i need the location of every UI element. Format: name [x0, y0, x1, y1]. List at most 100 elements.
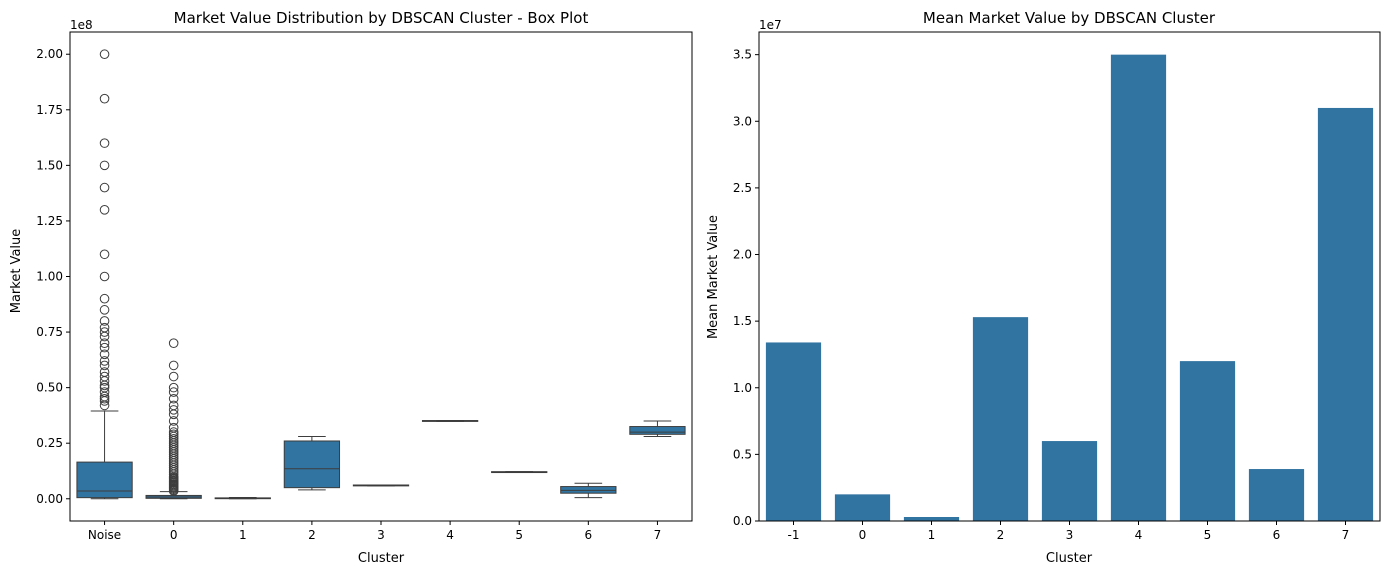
y-tick-label: 2.0: [733, 248, 752, 262]
box-plot-offset-label: 1e8: [70, 18, 93, 32]
box-outlier: [99, 249, 110, 260]
box-outlier: [168, 371, 179, 382]
bar-chart-y-axis-label: Mean Market Value: [706, 215, 721, 339]
y-tick-label: 1.75: [36, 103, 63, 117]
box-plot-y-axis-label: Market Value: [9, 229, 24, 314]
box-outlier: [168, 387, 179, 397]
box-outlier: [99, 360, 110, 371]
bar: [1248, 469, 1305, 521]
box-outlier: [99, 327, 110, 337]
y-tick-label: 1.5: [733, 314, 752, 328]
box-outlier: [99, 138, 110, 148]
box-outlier: [168, 433, 179, 444]
x-tick-label: 2: [997, 528, 1005, 542]
box-outlier: [99, 182, 110, 193]
y-tick-label: 0.00: [36, 492, 63, 506]
x-tick-label: 0: [859, 528, 867, 542]
x-tick-label: 0: [170, 528, 178, 542]
box-outlier: [99, 305, 110, 315]
box-outlier: [99, 342, 110, 353]
bar: [1110, 54, 1167, 522]
box-outlier: [168, 429, 179, 440]
box-outlier: [168, 400, 179, 411]
box-outlier: [99, 93, 110, 104]
box-plot-x-axis-label: Cluster: [358, 551, 405, 566]
box-outlier: [99, 382, 110, 393]
y-tick-label: 2.00: [36, 47, 63, 61]
y-tick-label: 0.75: [36, 325, 63, 339]
x-tick-label: Noise: [88, 528, 121, 542]
box-outlier: [99, 322, 110, 333]
y-tick-label: 2.5: [733, 181, 752, 195]
box-outlier: [99, 160, 110, 171]
x-tick-label: 4: [446, 528, 454, 542]
x-tick-label: 6: [585, 528, 593, 542]
y-tick-label: 0.5: [733, 447, 752, 461]
box-outlier: [99, 338, 110, 348]
box-outlier: [99, 387, 110, 397]
box-plot-marks: [76, 49, 686, 500]
box-iqr: [629, 426, 686, 435]
box-iqr: [283, 440, 341, 489]
bar: [834, 494, 891, 521]
y-tick-label: 1.0: [733, 381, 752, 395]
bar-chart: Mean Market Value by DBSCAN Cluster 1e7 …: [706, 9, 1381, 566]
x-tick-label: 1: [239, 528, 247, 542]
box-outlier: [99, 271, 110, 282]
box-outlier: [99, 371, 110, 382]
bar: [903, 517, 960, 521]
box-outlier: [99, 316, 110, 326]
box-outlier: [99, 393, 110, 404]
box-outlier: [168, 416, 179, 426]
bar-chart-frame: [758, 31, 1381, 522]
bar-chart-marks: [765, 54, 1374, 522]
box-outlier: [168, 338, 179, 348]
x-tick-label: 3: [377, 528, 385, 542]
y-tick-label: 0.0: [733, 514, 752, 528]
x-tick-label: 7: [654, 528, 662, 542]
bar: [1317, 107, 1374, 521]
x-tick-label: -1: [788, 528, 800, 542]
bar-chart-x-axis-label: Cluster: [1046, 551, 1093, 566]
y-tick-label: 1.25: [36, 214, 63, 228]
bar: [765, 342, 822, 521]
box-outlier: [168, 382, 179, 393]
bar-chart-ticks: 0.0 0.5 1.0 1.5 2.0 2.5 3.0 3.5 -1 0 1 2 3 4 5 6 7: [733, 48, 1349, 542]
x-tick-label: 5: [515, 528, 523, 542]
box-plot-ticks: 0.00 0.25 0.50 0.75 1.00 1.25 1.50 1.75 2.00 Nois…: [36, 47, 661, 542]
y-tick-label: 0.50: [36, 381, 63, 395]
box-outlier: [168, 422, 179, 433]
y-tick-label: 3.5: [733, 48, 752, 62]
box-plot-chart: Market Value Distribution by DBSCAN Clus…: [9, 9, 693, 566]
box-outlier: [99, 49, 110, 60]
x-tick-label: 1: [928, 528, 936, 542]
box-outlier: [99, 367, 110, 377]
x-tick-label: 2: [308, 528, 316, 542]
box-outlier: [99, 356, 110, 366]
box-plot-frame: [69, 31, 693, 522]
x-tick-label: 3: [1066, 528, 1074, 542]
bar: [972, 317, 1029, 521]
x-tick-label: 5: [1204, 528, 1212, 542]
box-outlier: [168, 405, 179, 415]
bar-chart-title: Mean Market Value by DBSCAN Cluster: [923, 9, 1216, 27]
box-outlier: [99, 293, 110, 304]
box-plot-title: Market Value Distribution by DBSCAN Clus…: [174, 9, 589, 27]
x-tick-label: 4: [1135, 528, 1143, 542]
y-tick-label: 3.0: [733, 114, 752, 128]
bar: [1041, 441, 1098, 521]
y-tick-label: 1.50: [36, 158, 63, 172]
bar: [1179, 361, 1236, 521]
box-outlier: [168, 360, 179, 371]
y-tick-label: 0.25: [36, 436, 63, 450]
box-outlier: [99, 205, 110, 215]
box-outlier: [99, 349, 110, 360]
bar-chart-offset-label: 1e7: [759, 18, 782, 32]
box-iqr: [76, 461, 133, 499]
x-tick-label: 6: [1273, 528, 1281, 542]
y-tick-label: 1.00: [36, 270, 63, 284]
box-outlier: [168, 427, 179, 437]
box-outlier: [168, 393, 179, 404]
x-tick-label: 7: [1342, 528, 1350, 542]
